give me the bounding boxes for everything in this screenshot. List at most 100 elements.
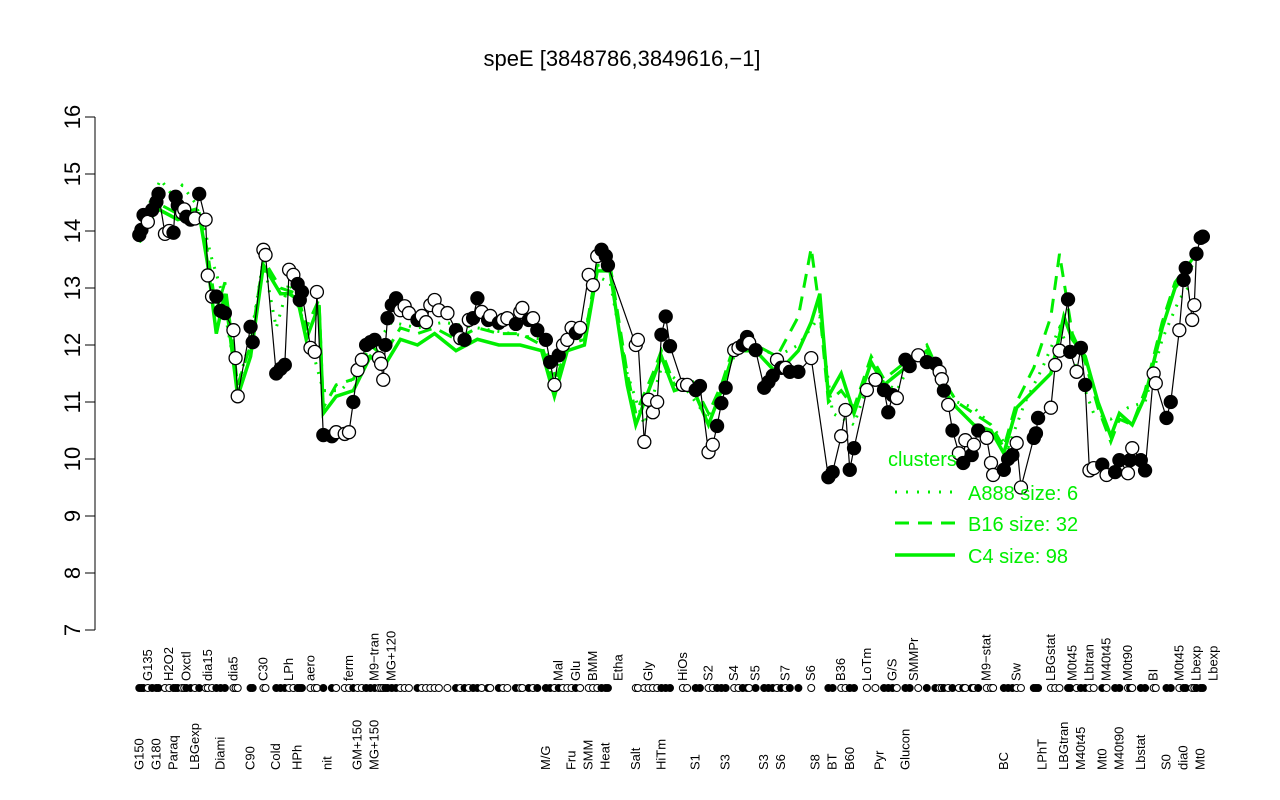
x-tick-label: SMM bbox=[581, 740, 596, 770]
legend-label-b16: B16 size: 32 bbox=[968, 514, 1078, 536]
x-tick-label: C90 bbox=[243, 746, 258, 770]
y-tick-label: 14 bbox=[60, 219, 85, 243]
data-point bbox=[881, 405, 896, 420]
axis-marker bbox=[1198, 684, 1207, 692]
data-point bbox=[1060, 292, 1076, 307]
data-point bbox=[547, 377, 562, 393]
y-tick-label: 15 bbox=[60, 162, 85, 186]
axis-marker bbox=[807, 684, 816, 692]
x-labels: G135 H2O2 Oxctl dia15 dia5 C30 LPh aero ferm M9−t… bbox=[131, 631, 1220, 770]
axis-marker bbox=[905, 684, 914, 692]
legend-title: clusters bbox=[888, 449, 957, 471]
axis-marker bbox=[695, 684, 704, 692]
data-point bbox=[889, 390, 904, 406]
x-tick-label: Lbexp bbox=[1188, 646, 1203, 681]
axis-marker bbox=[1055, 684, 1064, 692]
data-point bbox=[151, 186, 166, 202]
data-point bbox=[294, 284, 310, 300]
axis-marker bbox=[751, 684, 760, 692]
data-point bbox=[217, 305, 233, 321]
axis-marker bbox=[297, 684, 306, 692]
data-point bbox=[1005, 447, 1020, 463]
x-tick-label: M9−stat bbox=[979, 634, 994, 681]
data-point bbox=[934, 372, 949, 387]
y-tick-label: 13 bbox=[60, 276, 85, 300]
data-point bbox=[457, 332, 472, 348]
x-tick-label: Mt0 bbox=[1193, 748, 1208, 770]
x-tick-label: S6 bbox=[803, 665, 818, 681]
x-tick-label: Fru bbox=[564, 751, 579, 771]
axis-marker bbox=[1016, 684, 1025, 692]
data-point bbox=[941, 397, 956, 413]
data-point bbox=[1178, 260, 1193, 276]
x-tick-label: BMM bbox=[585, 651, 600, 681]
data-point bbox=[902, 358, 917, 374]
axis-marker bbox=[533, 684, 542, 692]
x-tick-label: G150 bbox=[131, 738, 146, 770]
data-point bbox=[705, 437, 720, 452]
data-point bbox=[630, 332, 646, 348]
data-point bbox=[979, 430, 994, 446]
y-ticks: 7 8 9 10 11 12 13 14 15 16 bbox=[60, 105, 95, 636]
data-point bbox=[1176, 272, 1191, 288]
x-tick-label: G180 bbox=[148, 738, 163, 770]
legend-label-c4: C4 size: 98 bbox=[968, 546, 1068, 568]
x-tick-label: Oxctl bbox=[178, 651, 193, 681]
x-tick-label: LBGtran bbox=[1056, 722, 1071, 770]
data-point bbox=[346, 394, 361, 410]
data-point bbox=[1125, 441, 1140, 456]
x-tick-label: LBGexp bbox=[187, 723, 202, 770]
data-point bbox=[692, 378, 708, 394]
data-point bbox=[825, 464, 840, 480]
y-tick-label: 16 bbox=[60, 105, 85, 129]
x-tick-label: Mal bbox=[551, 660, 566, 681]
data-point bbox=[1172, 323, 1187, 338]
x-tick-label: aero bbox=[302, 655, 317, 681]
data-point bbox=[838, 402, 853, 418]
x-tick-label: B36 bbox=[833, 658, 848, 681]
axis-marker bbox=[1034, 684, 1043, 692]
data-point bbox=[230, 389, 245, 404]
data-point bbox=[209, 289, 224, 304]
axis-marker bbox=[486, 684, 495, 692]
axis-marker bbox=[1151, 684, 1160, 692]
data-point bbox=[192, 186, 207, 202]
axis-marker bbox=[1115, 684, 1124, 692]
axis-marker bbox=[828, 684, 837, 692]
data-point bbox=[600, 258, 616, 273]
x-tick-label: Gly bbox=[641, 661, 656, 681]
data-point bbox=[508, 316, 524, 332]
axis-marker bbox=[892, 684, 901, 692]
cluster-line-dashed bbox=[137, 200, 1194, 452]
x-tick-label: S3 bbox=[756, 754, 771, 770]
data-point bbox=[718, 380, 733, 395]
data-points bbox=[132, 186, 1211, 495]
data-point bbox=[804, 350, 819, 366]
axis-marker bbox=[1089, 684, 1098, 692]
x-tick-label: Heat bbox=[598, 742, 613, 770]
data-point bbox=[654, 327, 669, 342]
data-point bbox=[1069, 364, 1084, 379]
data-point bbox=[868, 372, 883, 387]
x-tick-label: LBGstat bbox=[1043, 634, 1058, 681]
data-point bbox=[380, 311, 395, 326]
x-tick-label: M0t45 bbox=[1171, 645, 1186, 681]
x-tick-label: Glucon bbox=[897, 729, 912, 770]
data-point bbox=[846, 441, 862, 456]
data-point bbox=[1013, 480, 1029, 495]
x-tick-label: Paraq bbox=[166, 735, 181, 770]
data-point bbox=[1048, 357, 1063, 373]
chart-title: speE [3848786,3849616,−1] bbox=[483, 46, 760, 71]
data-point bbox=[277, 357, 292, 373]
data-point bbox=[945, 423, 960, 438]
axis-marker bbox=[1166, 684, 1175, 692]
x-tick-label: M0t90 bbox=[1120, 645, 1135, 681]
data-point bbox=[1120, 466, 1136, 481]
legend-label-a888: A888 size: 6 bbox=[968, 483, 1078, 505]
axis-marker bbox=[785, 684, 794, 692]
data-point bbox=[1189, 246, 1204, 261]
data-point bbox=[650, 394, 665, 410]
data-point bbox=[341, 425, 357, 440]
x-tick-label: M9−tran bbox=[367, 633, 382, 681]
x-tick-label: S5 bbox=[748, 665, 763, 681]
